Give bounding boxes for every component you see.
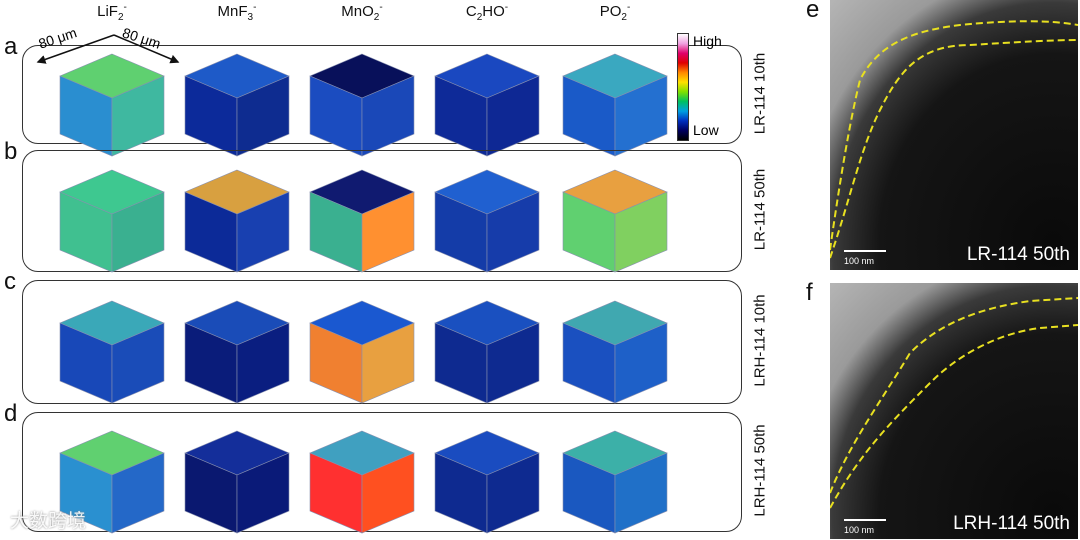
colorbar-high-label: High [693,33,722,49]
cube-right-face [486,452,540,534]
panel-d [22,412,742,532]
panel-letter: d [4,400,18,427]
cube-right-face [614,75,668,156]
cube-right-face [361,452,415,534]
colorbar-low-label: Low [693,122,719,138]
cube-right-face [111,322,165,404]
column-header: LiF2- [97,2,127,23]
row-label: LRH-114 10th [751,294,769,387]
tof-sims-cube [309,169,415,273]
cube-right-face [361,322,415,404]
cube-right-face [361,191,415,273]
cube-right-face [486,322,540,404]
tof-sims-cube [562,169,668,273]
column-header: C2HO- [465,2,509,23]
tof-sims-cube [434,300,540,404]
column-header: PO2- [599,2,631,23]
panel-letter: f [806,279,813,306]
cube-right-face [614,322,668,404]
cube-right-face [486,75,540,156]
watermark: 大数跨境 [10,511,87,532]
tem-label: LRH-114 50th [953,513,1070,534]
tof-sims-cube [309,53,415,156]
scale-bar-label: 100 nm [844,525,875,535]
tof-sims-cube [184,430,290,534]
row-label: LR-114 10th [751,52,769,134]
cube-right-face [361,75,415,156]
tof-sims-cube [562,53,668,156]
tem-image-f: 100 nm LRH-114 50th [830,283,1078,539]
tem-label: LR-114 50th [966,244,1070,265]
tof-sims-cube [434,53,540,156]
tof-sims-cube [434,430,540,534]
tof-sims-cube [59,300,165,404]
scale-bar [844,250,886,252]
tof-sims-cube [59,169,165,273]
cube-right-face [111,75,165,156]
panel-letter: c [4,268,16,295]
scale-bar [844,519,886,521]
panel-letter: e [806,0,820,23]
tof-sims-cube [184,300,290,404]
cube-right-face [111,452,165,534]
tem-image-e: 100 nm LR-114 50th [830,0,1078,270]
panel-letter: a [4,33,18,60]
cube-right-face [236,191,290,273]
cube-right-face [236,75,290,156]
cube-right-face [111,191,165,273]
tof-sims-cube [59,53,165,156]
column-header: MnO2- [341,2,383,23]
tof-sims-cube [309,430,415,534]
cube-right-face [486,191,540,273]
dimension-arrows [36,34,180,64]
cube-right-face [614,191,668,273]
tof-sims-cube [59,430,165,534]
row-label: LRH-114 50th [751,424,769,517]
tof-sims-cube [184,53,290,156]
scale-bar-label: 100 nm [844,256,875,266]
tof-sims-cube [309,300,415,404]
row-label: LR-114 50th [751,168,769,251]
colorbar [677,33,689,141]
cube-right-face [236,322,290,404]
panel-b [22,150,742,272]
cube-right-face [236,452,290,534]
tof-sims-cube [562,300,668,404]
cube-right-face [614,452,668,534]
tof-sims-cube [184,169,290,273]
tof-sims-cube [562,430,668,534]
panel-letter: b [4,138,18,165]
panel-c [22,280,742,404]
column-header: MnF3- [217,2,257,23]
tof-sims-cube [434,169,540,273]
